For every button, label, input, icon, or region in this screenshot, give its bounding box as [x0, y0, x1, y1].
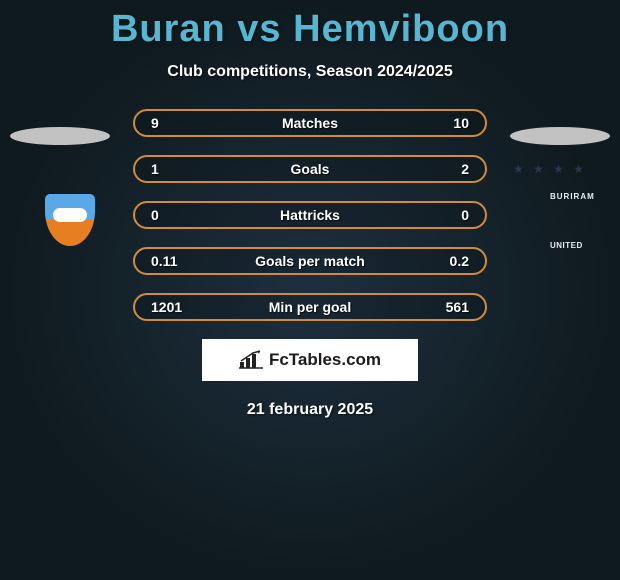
- subtitle: Club competitions, Season 2024/2025: [0, 63, 620, 81]
- club-badge-right-line2: UNITED: [550, 241, 583, 250]
- bar-chart-icon: [239, 350, 263, 370]
- date-text: 21 february 2025: [0, 401, 620, 419]
- player-ellipse-left: [10, 127, 110, 145]
- stat-label: Goals per match: [255, 253, 365, 269]
- stat-right-value: 0.2: [415, 253, 485, 269]
- player-ellipse-right: [510, 127, 610, 145]
- stat-label: Goals: [291, 161, 330, 177]
- club-badge-right: ★ ★ ★ ★ BURIRAM UNITED: [506, 176, 594, 264]
- stat-row-goals-per-match: 0.11 Goals per match 0.2: [133, 247, 487, 275]
- stat-row-matches: 9 Matches 10: [133, 109, 487, 137]
- stat-right-value: 561: [415, 299, 485, 315]
- brand-link[interactable]: FcTables.com: [202, 339, 418, 381]
- stat-label: Hattricks: [280, 207, 340, 223]
- stat-right-value: 10: [415, 115, 485, 131]
- club-badge-right-line1: BURIRAM: [550, 192, 595, 201]
- stat-row-goals: 1 Goals 2: [133, 155, 487, 183]
- stat-row-min-per-goal: 1201 Min per goal 561: [133, 293, 487, 321]
- stat-left-value: 1201: [135, 299, 205, 315]
- club-badge-left: [26, 176, 114, 264]
- page-title: Buran vs Hemviboon: [0, 0, 620, 51]
- stat-left-value: 1: [135, 161, 205, 177]
- stars-icon: ★ ★ ★ ★: [513, 162, 587, 176]
- stat-left-value: 0: [135, 207, 205, 223]
- stat-right-value: 0: [415, 207, 485, 223]
- stats-container: 9 Matches 10 1 Goals 2 0 Hattricks 0 0.1…: [133, 109, 487, 321]
- stat-left-value: 0.11: [135, 253, 205, 269]
- club-badge-left-shield: [45, 194, 95, 246]
- stat-label: Min per goal: [269, 299, 351, 315]
- brand-text: FcTables.com: [269, 350, 381, 370]
- stat-row-hattricks: 0 Hattricks 0: [133, 201, 487, 229]
- stat-label: Matches: [282, 115, 338, 131]
- stat-left-value: 9: [135, 115, 205, 131]
- stat-right-value: 2: [415, 161, 485, 177]
- club-shield-icon: [45, 194, 95, 246]
